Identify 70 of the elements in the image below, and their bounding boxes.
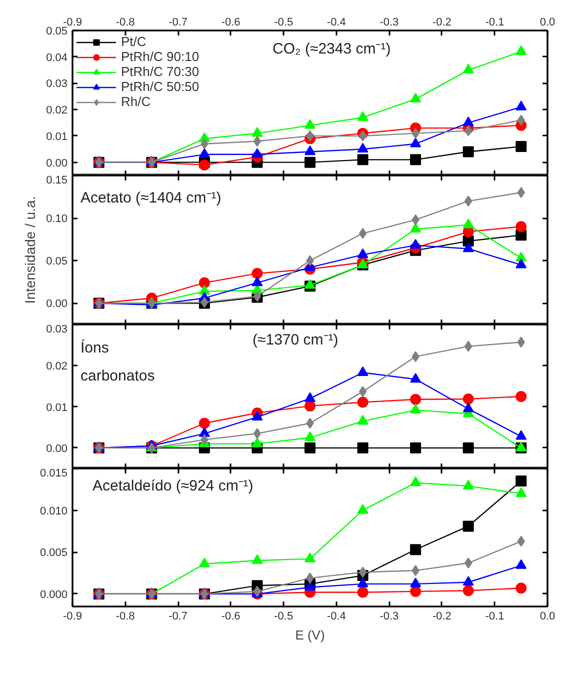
y-tick-label: 0.010 bbox=[40, 505, 68, 518]
point bbox=[304, 156, 316, 168]
point bbox=[252, 127, 263, 137]
x-tick-label: -0.6 bbox=[221, 610, 240, 622]
y-tick-label: 0.03 bbox=[46, 324, 68, 336]
point bbox=[252, 148, 263, 158]
legend-label: PtRh/C 50:50 bbox=[121, 79, 200, 94]
point bbox=[357, 154, 368, 166]
legend-label: Rh/C bbox=[121, 94, 151, 109]
y-tick-label: 0.03 bbox=[46, 78, 68, 90]
x2-tick-label: -0.6 bbox=[221, 16, 240, 28]
point bbox=[357, 111, 368, 121]
y-tick-label: 0.15 bbox=[46, 174, 68, 186]
x2-tick-label: -0.8 bbox=[116, 16, 135, 28]
point bbox=[410, 154, 422, 166]
point bbox=[516, 141, 527, 152]
point bbox=[304, 119, 316, 129]
x-tick-label: -0.3 bbox=[380, 610, 399, 622]
y-tick-label: 0.02 bbox=[46, 104, 68, 117]
point bbox=[462, 64, 474, 74]
point bbox=[516, 45, 527, 55]
y-tick-label: 0.015 bbox=[40, 468, 68, 480]
y-tick-label: 0.05 bbox=[46, 26, 68, 38]
annotation: CO₂ (≈2343 cm⁻¹) bbox=[272, 40, 391, 58]
x-tick-label: -0.5 bbox=[274, 610, 294, 622]
y-tick-label: 0.00 bbox=[46, 442, 68, 455]
x-tick-label: -0.4 bbox=[326, 610, 346, 622]
point bbox=[357, 142, 368, 153]
y-tick-label: 0.00 bbox=[46, 298, 68, 310]
x2-tick-label: -0.1 bbox=[485, 16, 504, 28]
x-tick-label: -0.8 bbox=[116, 610, 135, 622]
y-tick-label: 0.01 bbox=[46, 402, 68, 414]
y-tick-label: 0.10 bbox=[46, 213, 68, 226]
annotation: Íons carbonatos bbox=[80, 338, 155, 384]
y-axis-title: Intensidade / u.a. bbox=[22, 196, 38, 304]
point bbox=[516, 100, 527, 110]
point bbox=[410, 138, 422, 148]
x-tick-label: -0.1 bbox=[485, 610, 504, 622]
x-axis-title: E (V) bbox=[295, 628, 325, 642]
x-tick-label: 0.0 bbox=[540, 610, 556, 622]
x-tick-label: -0.2 bbox=[432, 610, 452, 622]
x2-tick-label: 0.0 bbox=[540, 16, 556, 28]
point bbox=[253, 136, 262, 147]
x2-tick-label: -0.7 bbox=[168, 16, 188, 28]
y-tick-label: 0.02 bbox=[46, 360, 68, 373]
annotation: Acetaldeído (≈924 cm⁻¹) bbox=[92, 478, 254, 494]
x2-tick-label: -0.3 bbox=[380, 16, 399, 28]
point bbox=[198, 159, 210, 170]
annotation: (≈1370 cm⁻¹) bbox=[252, 332, 338, 348]
y-tick-label: 0.005 bbox=[40, 547, 68, 560]
point bbox=[304, 146, 316, 156]
y-tick-label: 0.04 bbox=[46, 52, 68, 64]
y-tick-label: 0.05 bbox=[46, 256, 68, 268]
point bbox=[462, 116, 474, 126]
y-tick-label: 0.01 bbox=[46, 130, 68, 143]
x2-tick-label: -0.5 bbox=[274, 16, 294, 28]
point bbox=[358, 130, 367, 142]
legend-label: PtRh/C 70:30 bbox=[121, 64, 200, 79]
annotation: Acetato (≈1404 cm⁻¹) bbox=[80, 190, 222, 206]
legend-label: PtRh/C 90:10 bbox=[121, 49, 200, 64]
legend-label: Pt/C bbox=[121, 34, 146, 49]
point bbox=[198, 148, 210, 158]
point bbox=[410, 92, 422, 102]
x-tick-label: -0.9 bbox=[63, 610, 82, 622]
x2-tick-label: -0.4 bbox=[326, 16, 346, 28]
x2-tick-label: -0.2 bbox=[432, 16, 452, 28]
y-tick-label: 0.00 bbox=[46, 157, 68, 170]
x-tick-label: -0.7 bbox=[168, 610, 188, 622]
point bbox=[462, 146, 474, 158]
y-tick-label: 0.000 bbox=[40, 588, 68, 601]
